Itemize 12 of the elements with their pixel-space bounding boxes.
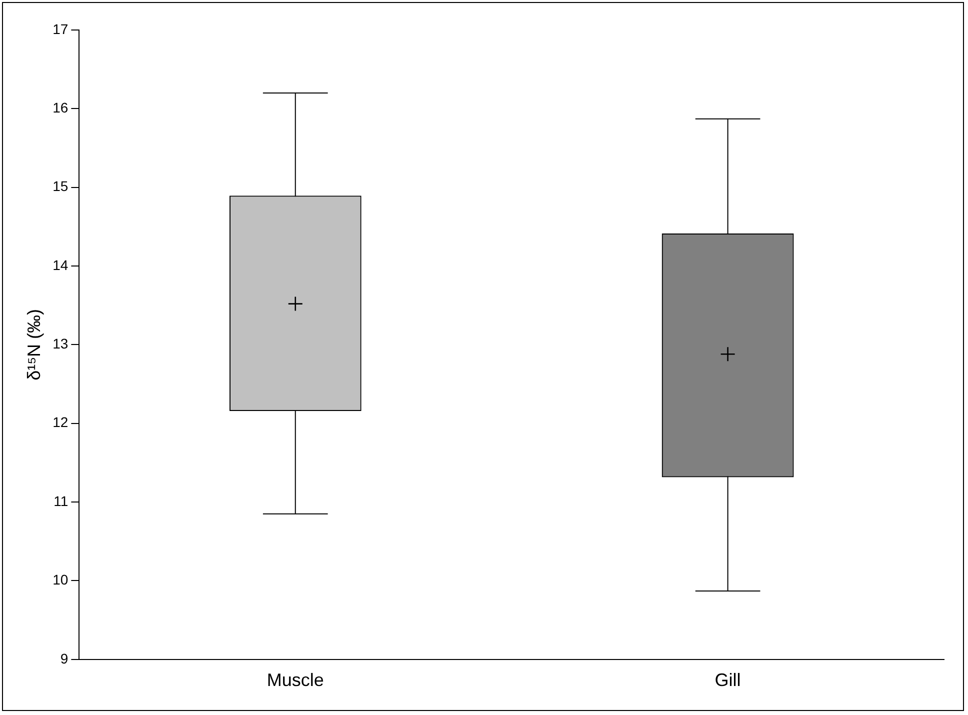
y-tick-label: 9	[60, 650, 68, 666]
y-tick-label: 10	[52, 572, 68, 588]
y-axis-title: δ¹⁵N (‰)	[24, 308, 44, 380]
y-tick-label: 13	[52, 336, 68, 352]
x-tick-label: Gill	[714, 670, 741, 690]
y-tick-label: 11	[54, 492, 68, 509]
y-tick-label: 17	[52, 20, 68, 37]
y-tick-label: 16	[52, 100, 68, 116]
x-tick-label: Muscle	[266, 670, 324, 690]
y-tick-label: 15	[52, 178, 68, 194]
y-tick-label: 14	[52, 256, 68, 273]
y-tick-label: 12	[52, 414, 68, 430]
